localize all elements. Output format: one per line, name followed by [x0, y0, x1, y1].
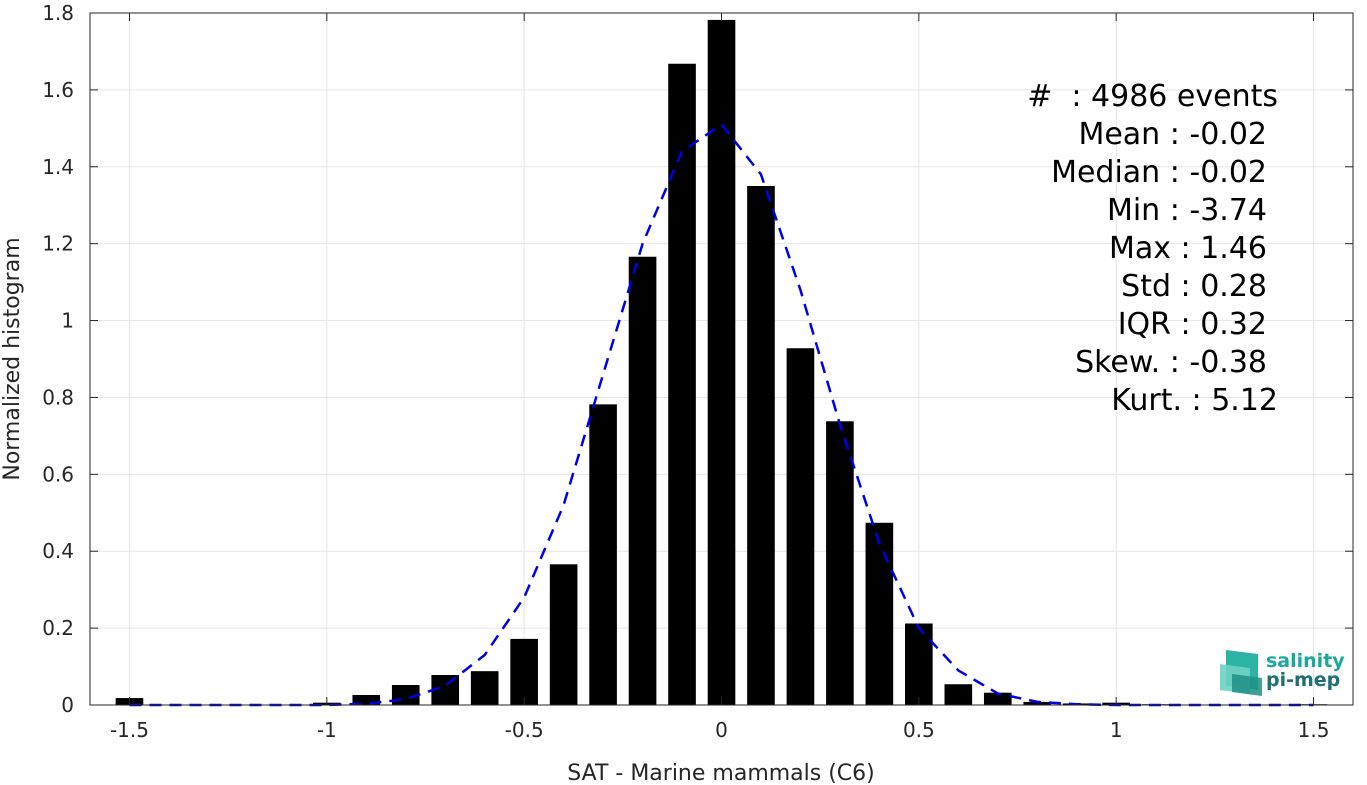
stats-line: # : 4986 events: [1027, 79, 1278, 114]
histogram-bar: [589, 404, 617, 705]
histogram-bar: [1023, 701, 1052, 705]
histogram-bar: [352, 695, 381, 705]
histogram-bar: [549, 564, 578, 705]
x-tick-label: 1: [1110, 718, 1123, 742]
y-tick-label: 0.2: [42, 616, 74, 640]
y-axis-title: Normalized histogram: [0, 237, 25, 480]
histogram-bar: [905, 623, 933, 705]
x-tick-label: -1: [317, 718, 337, 742]
histogram-bar: [983, 692, 1012, 705]
logo-text-salinity: salinity: [1266, 650, 1345, 672]
stats-line: Skew. : -0.38: [1075, 345, 1267, 380]
histogram-bar: [826, 421, 854, 705]
y-tick-label: 0.4: [42, 539, 74, 563]
histogram-bar: [865, 522, 894, 705]
stats-line: Max : 1.46: [1109, 231, 1267, 266]
stats-line: Mean : -0.02: [1078, 117, 1267, 152]
x-tick-label: 1.5: [1298, 718, 1330, 742]
salinity-pimep-logo: salinity pi-mep: [1220, 650, 1345, 696]
logo-emblem-icon: [1220, 650, 1262, 696]
histogram-bar: [786, 348, 815, 705]
x-tick-label: 0.5: [903, 718, 935, 742]
histogram-bar: [628, 256, 657, 705]
x-tick-label: -0.5: [505, 718, 544, 742]
y-tick-label: 0: [61, 693, 74, 717]
y-tick-label: 1.6: [42, 78, 74, 102]
y-tick-label: 1.8: [42, 1, 74, 25]
stats-line: IQR : 0.32: [1118, 307, 1267, 342]
histogram-bar: [668, 63, 696, 706]
histogram-bar: [747, 186, 775, 705]
x-axis-title: SAT - Marine mammals (C6): [567, 761, 875, 785]
stats-line: Median : -0.02: [1051, 155, 1267, 190]
axis-ticks: -1.5 -1 -0.5 0 0.5 1 1.5 0 0.2 0.4 0.6 0.8 1 1.2 1.4 1.…: [42, 1, 1353, 742]
logo-text-pimep: pi-mep: [1266, 669, 1340, 691]
y-tick-label: 0.6: [42, 462, 74, 486]
x-tick-label: -1.5: [110, 718, 149, 742]
stats-line: Min : -3.74: [1107, 193, 1267, 228]
y-tick-label: 0.8: [42, 385, 74, 409]
stats-line: Kurt. : 5.12: [1111, 383, 1278, 418]
y-tick-label: 1.4: [42, 155, 74, 179]
histogram-bar: [944, 684, 973, 705]
histogram-bar: [707, 19, 736, 706]
y-tick-label: 1: [61, 309, 74, 333]
y-tick-label: 1.2: [42, 232, 74, 256]
x-tick-label: 0: [715, 718, 728, 742]
stats-line: Std : 0.28: [1121, 269, 1267, 304]
histogram-bar: [510, 638, 538, 705]
histogram-bar: [470, 671, 499, 705]
